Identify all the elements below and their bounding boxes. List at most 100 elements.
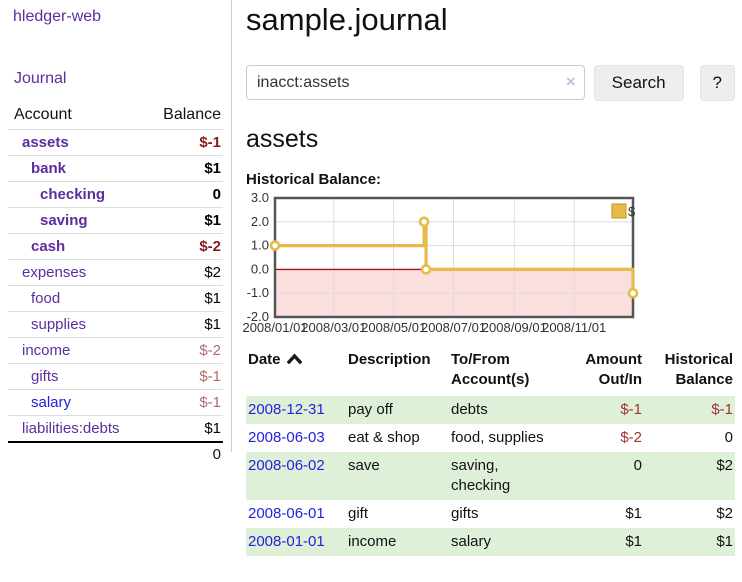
y-axis-tick-label: 2.0 (251, 214, 269, 229)
register-row[interactable]: 2008-06-03 eat & shop food, supplies $-2… (246, 424, 735, 452)
data-point-marker (420, 264, 432, 275)
help-button[interactable]: ? (699, 65, 735, 101)
account-row-bank: bank $1 (8, 155, 223, 181)
x-axis-tick-label: 2008/09/01 (482, 320, 547, 335)
account-balance: 0 (212, 186, 221, 203)
page-title: sample.journal (246, 2, 448, 37)
search-input[interactable] (246, 65, 585, 100)
data-point-marker (269, 240, 281, 251)
transaction-description: save (348, 457, 380, 474)
account-link-cash[interactable]: cash (31, 238, 66, 255)
account-balance: $1 (204, 316, 221, 333)
accounts-total-row: 0 (8, 441, 223, 466)
register-row[interactable]: 2008-06-02 save saving, checking 0 $2 (246, 452, 735, 500)
register-header-date[interactable]: Date (246, 347, 346, 396)
x-axis-tick-label: 2008/01/01 (242, 320, 307, 335)
register-header-row: Date Description To/From Account(s) Amou… (246, 347, 735, 396)
clear-search-icon[interactable]: × (565, 72, 576, 91)
transaction-amount: $-1 (620, 401, 642, 418)
x-axis-tick-label: 2008/03/01 (301, 320, 366, 335)
account-balance: $2 (204, 264, 221, 281)
register-header-accounts: To/From Account(s) (451, 351, 530, 388)
transaction-amount: 0 (633, 457, 642, 474)
account-link-salary[interactable]: salary (31, 394, 72, 411)
register-row[interactable]: 2008-06-01 gift gifts $1 $2 (246, 500, 735, 528)
accounts-header-balance: Balance (163, 106, 221, 123)
account-link-gifts[interactable]: gifts (31, 368, 59, 385)
account-balance: $1 (204, 420, 221, 437)
transaction-accounts: salary (451, 533, 492, 550)
register-header-amount: Amount Out/In (585, 351, 642, 388)
legend-swatch (611, 203, 627, 219)
chart-title: Historical Balance: (246, 171, 382, 188)
account-link-food[interactable]: food (31, 290, 61, 307)
data-point-marker (627, 287, 639, 299)
account-row-gifts: gifts $-1 (8, 363, 223, 389)
y-axis-tick-label: 3.0 (251, 190, 269, 205)
transaction-date-link[interactable]: 2008-01-01 (248, 533, 325, 550)
register-table: Date Description To/From Account(s) Amou… (246, 347, 735, 556)
transaction-date-link[interactable]: 2008-06-02 (248, 457, 325, 474)
transaction-balance: $-1 (711, 401, 733, 418)
account-row-expenses: expenses $2 (8, 259, 223, 285)
account-link-checking[interactable]: checking (40, 186, 106, 203)
transaction-accounts: saving, checking (451, 457, 511, 494)
data-point-marker (418, 216, 430, 228)
transaction-description: gift (348, 505, 369, 522)
y-axis-tick-label: -1.0 (247, 285, 269, 300)
accounts-total-value: 0 (212, 446, 221, 463)
transaction-amount: $1 (625, 505, 642, 522)
register-row[interactable]: 2008-12-31 pay off debts $-1 $-1 (246, 396, 735, 424)
transaction-balance: $2 (716, 457, 733, 474)
transaction-accounts: debts (451, 401, 488, 418)
transaction-amount: $-2 (620, 429, 642, 446)
transaction-balance: $1 (716, 533, 733, 550)
search-form: × Search ? (246, 65, 735, 101)
account-row-food: food $1 (8, 285, 223, 311)
transaction-date-link[interactable]: 2008-06-01 (248, 505, 325, 522)
transaction-date-link[interactable]: 2008-06-03 (248, 429, 325, 446)
register-header-balance: Historical Balance (664, 351, 733, 388)
accounts-table: Account Balance assets $-1 bank $1 check… (8, 102, 223, 466)
y-axis-tick-label: -2.0 (247, 309, 269, 324)
sidebar-item-journal[interactable]: Journal (14, 70, 67, 87)
account-link-assets[interactable]: assets (22, 134, 69, 151)
account-link-expenses[interactable]: expenses (22, 264, 87, 281)
account-row-income: income $-2 (8, 337, 223, 363)
account-row-supplies: supplies $1 (8, 311, 223, 337)
transaction-date-link[interactable]: 2008-12-31 (248, 401, 325, 418)
app-title-link[interactable]: hledger-web (13, 8, 102, 25)
register-header-description: Description (348, 351, 431, 368)
account-balance: $1 (204, 290, 221, 307)
search-input-wrap: × (246, 65, 585, 101)
transaction-accounts: food, supplies (451, 429, 544, 446)
account-link-income[interactable]: income (22, 342, 71, 359)
account-row-liabilities-debts: liabilities:debts $1 (8, 415, 223, 441)
transaction-description: income (348, 533, 397, 550)
account-row-cash: cash $-2 (8, 233, 223, 259)
y-axis-tick-label: 1.0 (251, 238, 269, 253)
account-link-bank[interactable]: bank (31, 160, 67, 177)
account-balance: $-1 (199, 368, 221, 385)
account-balance: $-1 (199, 394, 221, 411)
transaction-description: eat & shop (348, 429, 420, 446)
account-link-saving[interactable]: saving (40, 212, 88, 229)
transaction-balance: 0 (724, 429, 733, 446)
main-content: sample.journal × Search ? assets Histori… (232, 0, 742, 582)
transaction-accounts: gifts (451, 505, 479, 522)
account-row-checking: checking 0 (8, 181, 223, 207)
sort-ascending-icon (286, 350, 302, 370)
account-row-assets: assets $-1 (8, 129, 223, 155)
sidebar: hledger-web Journal Account Balance asse… (0, 0, 232, 463)
account-row-saving: saving $1 (8, 207, 223, 233)
chart-border (273, 196, 635, 319)
balance-chart-svg: $3.0 2.0 1.0 0.0 -1.0 -2.02008/01/012008/03/0… (242, 190, 639, 335)
account-link-liabilities-debts[interactable]: liabilities:debts (22, 420, 120, 437)
register-row[interactable]: 2008-01-01 income salary $1 $1 (246, 528, 735, 556)
search-button[interactable]: Search (593, 65, 684, 101)
account-balance: $-1 (199, 134, 221, 151)
y-axis-tick-label: 0.0 (251, 261, 269, 276)
x-axis-tick-label: 2008/05/01 (361, 320, 426, 335)
account-link-supplies[interactable]: supplies (31, 316, 87, 333)
legend-label: $ (628, 204, 636, 219)
